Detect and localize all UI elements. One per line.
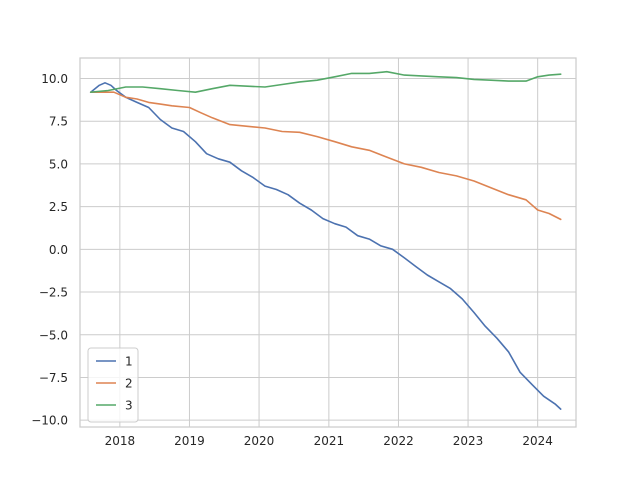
y-tick-label: 5.0 [49,157,68,171]
legend-label-1: 1 [125,355,133,369]
series-line-2 [89,91,562,221]
y-tick-label: −5.0 [39,328,68,342]
x-tick-label: 2023 [453,434,484,448]
y-tick-label: 7.5 [49,115,68,129]
x-tick-label: 2020 [244,434,275,448]
y-tick-label: 10.0 [41,72,68,86]
series-line-1 [89,82,562,410]
y-tick-label: 0.0 [49,243,68,257]
y-tick-label: 2.5 [49,200,68,214]
x-axis-tick-labels: 2018 2019 2020 2021 2022 2023 2024 [105,434,553,448]
plot-frame [79,57,577,428]
x-tick-label: 2019 [174,434,205,448]
legend-label-2: 2 [125,377,133,391]
x-tick-label: 2022 [383,434,414,448]
y-axis-tick-labels: 10.0 7.5 5.0 2.5 0.0 −2.5 −5.0 −7.5 −10.0 [31,72,68,428]
x-tick-label: 2018 [105,434,136,448]
series-lines [89,70,562,410]
plot-area [80,58,576,427]
y-tick-label: −10.0 [31,414,68,428]
y-tick-label: −7.5 [39,371,68,385]
y-tick-label: −2.5 [39,286,68,300]
legend-box [87,347,139,423]
series-line-3 [89,70,562,93]
legend-label-3: 3 [125,399,133,413]
x-tick-label: 2021 [314,434,345,448]
legend: 1 2 3 [87,347,139,423]
x-tick-label: 2024 [522,434,553,448]
